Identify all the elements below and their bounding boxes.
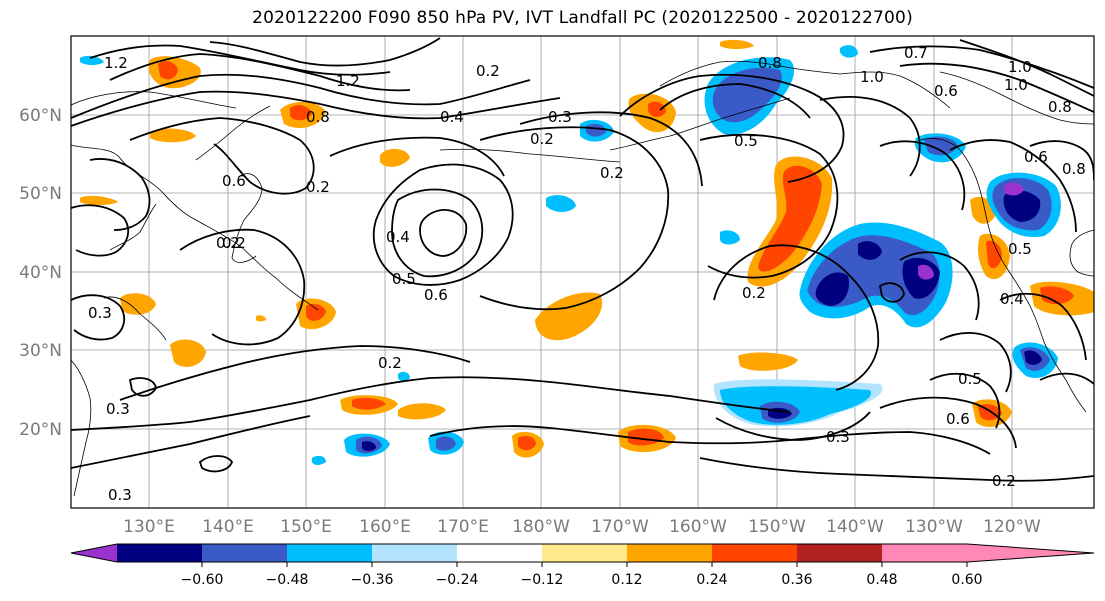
positive-anomaly-fills: [80, 39, 1094, 458]
contour-label: 0.2: [600, 164, 624, 182]
contour-label: 0.2: [476, 62, 500, 80]
lat-tick-label: 50°N: [19, 184, 62, 204]
negative-anomaly-fills: [80, 45, 1061, 465]
contour-label: 0.2: [216, 234, 240, 252]
colorbar-swatch: [882, 544, 967, 562]
contour-label: 0.3: [548, 108, 572, 126]
contour-label: 0.6: [934, 82, 958, 100]
colorbar-tick-label: 0.36: [781, 572, 812, 588]
contour-label: 0.4: [386, 228, 410, 246]
lon-tick-label: 160°W: [669, 517, 727, 537]
lon-tick-label: 170°W: [591, 517, 649, 537]
contour-label: 0.8: [1048, 98, 1072, 116]
lon-tick-label: 160°E: [359, 517, 411, 537]
lon-tick-label: 150°E: [280, 517, 332, 537]
map-content: 1.2 1.2 0.8 0.8 0.6 1.0 1.0 0.8 0.4 0.3 …: [71, 36, 1094, 508]
contour-label: 0.6: [424, 286, 448, 304]
colorbar-swatch: [287, 544, 372, 562]
colorbar-swatch: [372, 544, 457, 562]
contour-label: 1.2: [104, 54, 128, 72]
contour-label: 0.3: [108, 486, 132, 504]
map-title: 2020122200 F090 850 hPa PV, IVT Landfall…: [252, 8, 913, 28]
contour-label: 1.0: [860, 68, 884, 86]
lon-tick-label: 130°W: [905, 517, 963, 537]
contour-label-group: 1.2 1.2 0.8 0.8 0.6 1.0 1.0 0.8 0.4 0.3 …: [88, 44, 1086, 504]
colorbar-swatch: [712, 544, 797, 562]
lon-tick-label: 180°W: [512, 517, 570, 537]
colorbar-tick-label: 0.48: [866, 572, 897, 588]
colorbar: −0.60 −0.48 −0.36 −0.24 −0.12 0.12 0.24 …: [70, 543, 1095, 588]
colorbar-swatch: [117, 544, 202, 562]
lat-tick-label: 30°N: [19, 341, 62, 361]
contour-label: 0.2: [306, 178, 330, 196]
contour-label: 0.2: [222, 234, 246, 252]
contour-label: 1.0: [1008, 58, 1032, 76]
contour-label: 0.2: [742, 284, 766, 302]
lon-tick-label: 140°E: [202, 517, 254, 537]
lat-tick-label: 60°N: [19, 106, 62, 126]
coastlines: [71, 60, 1094, 497]
contour-label: 0.5: [392, 270, 416, 288]
lon-tick-label: 150°W: [748, 517, 806, 537]
colorbar-tick-label: 0.12: [611, 572, 642, 588]
contour-label: 1.0: [1004, 76, 1028, 94]
colorbar-swatch: [627, 544, 712, 562]
colorbar-swatch: [202, 544, 287, 562]
colorbar-tick-label: −0.12: [521, 572, 564, 588]
lon-tick-label: 120°W: [983, 517, 1041, 537]
contour-label: 0.7: [904, 44, 928, 62]
contour-label: 0.5: [1008, 240, 1032, 258]
contour-label: 0.6: [222, 172, 246, 190]
lat-tick-label: 40°N: [19, 263, 62, 283]
contour-lines: [71, 37, 1094, 482]
contour-label: 0.3: [826, 428, 850, 446]
colorbar-tick-label: −0.48: [266, 572, 309, 588]
colorbar-swatch: [542, 544, 627, 562]
map-frame: [70, 35, 1095, 509]
contour-label: 0.2: [530, 130, 554, 148]
contour-label: 0.4: [1000, 290, 1024, 308]
colorbar-outline: [70, 543, 1095, 563]
contour-label: 0.2: [992, 472, 1016, 490]
gridlines: [71, 36, 1094, 508]
colorbar-tick-label: −0.36: [351, 572, 394, 588]
contour-label: 0.3: [106, 400, 130, 418]
colorbar-tick-label: 0.24: [696, 572, 727, 588]
lon-tick-label: 170°E: [437, 517, 489, 537]
contour-label: 0.8: [758, 54, 782, 72]
contour-label: 0.3: [88, 304, 112, 322]
contour-label: 1.2: [336, 72, 360, 90]
lon-tick-label: 140°W: [826, 517, 884, 537]
contour-label: 0.5: [734, 132, 758, 150]
colorbar-ticks: [201, 562, 968, 567]
colorbar-swatch: [457, 544, 542, 562]
contour-label: 0.2: [378, 354, 402, 372]
longitude-axis: 130°E 140°E 150°E 160°E 170°E 180°W 170°…: [123, 517, 1041, 537]
contour-label: 0.4: [440, 108, 464, 126]
colorbar-extend-high: [967, 544, 1094, 562]
colorbar-extend-low: [71, 544, 117, 562]
contour-label: 0.8: [1062, 160, 1086, 178]
lat-tick-label: 20°N: [19, 420, 62, 440]
contour-label: 0.8: [306, 108, 330, 126]
contour-label: 0.6: [1024, 148, 1048, 166]
colorbar-swatch: [797, 544, 882, 562]
contour-label: 0.6: [946, 410, 970, 428]
colorbar-tick-label: −0.24: [436, 572, 479, 588]
contour-label: 0.5: [958, 370, 982, 388]
colorbar-tick-label: 0.60: [951, 572, 982, 588]
latitude-axis: 60°N 50°N 40°N 30°N 20°N: [19, 106, 62, 440]
colorbar-tick-label: −0.60: [181, 572, 224, 588]
lon-tick-label: 130°E: [123, 517, 175, 537]
